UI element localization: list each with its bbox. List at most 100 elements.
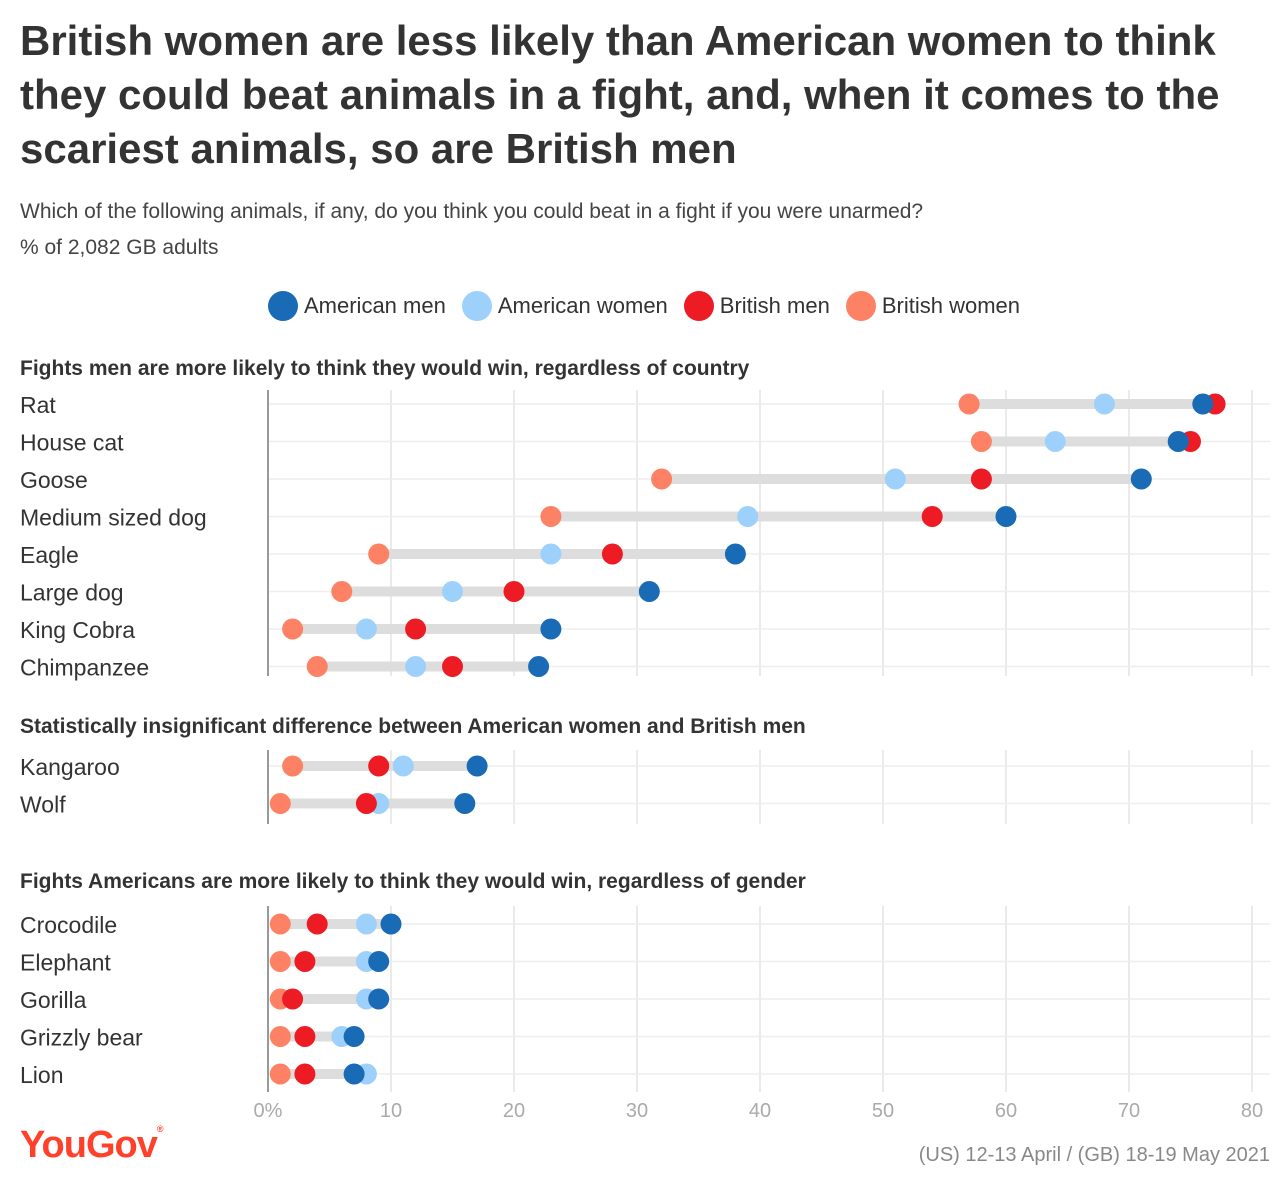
legend-label: American women [497,293,668,318]
legend-label: American men [304,293,446,318]
dot-british-men [355,793,377,814]
row-label: Crocodile [20,912,117,938]
dot-american-men [540,618,562,640]
row-label: Goose [20,467,88,493]
x-tick-label: 20 [503,1100,525,1122]
source-note: (US) 12-13 April / (GB) 18-19 May 2021 [918,1144,1270,1166]
row-label: King Cobra [20,617,135,643]
dot-british-women [306,656,328,677]
dot-american-men [343,1026,365,1047]
dot-american-women [540,543,562,565]
dot-american-men [343,1063,365,1085]
x-tick-label: 40 [749,1100,771,1122]
dot-british-women [651,468,673,490]
legend-item-american-men: American men [268,291,446,321]
legend-swatch-british-men [683,291,714,321]
brand-logo: YouGov® [20,1124,163,1167]
dot-american-women [355,618,377,640]
legend-swatch-american-women [461,291,492,321]
dot-american-men [724,543,746,565]
dot-american-men [466,755,488,777]
chart-subtitle: Which of the following animals, if any, … [20,200,924,223]
x-tick-label: 70 [1118,1100,1140,1122]
dot-american-men [368,951,390,972]
row-label: Wolf [20,792,66,818]
dot-british-men [601,543,623,565]
dot-american-women [737,506,759,527]
brand-name: YouGov [20,1124,158,1166]
row-label: House cat [20,430,124,456]
legend-label: British women [881,293,1020,318]
row-label: Chimpanzee [20,655,149,681]
panel-heading: Fights Americans are more likely to thin… [20,870,806,893]
dot-american-women [392,755,414,777]
dot-british-men [970,468,992,490]
x-tick-label: 10 [380,1100,402,1122]
dot-british-women [282,618,304,640]
dot-british-men [921,506,943,527]
x-tick-label: 0% [254,1100,283,1122]
dot-british-women [269,1026,291,1047]
dot-american-men [528,656,550,677]
dot-american-men [380,913,402,935]
chart-title: British women are less likely than Ameri… [20,17,1220,172]
legend-swatch-british-women [845,291,876,321]
dot-british-men [306,913,328,935]
row-label: Elephant [20,950,111,976]
dot-american-men [995,506,1017,527]
row-label: Lion [20,1062,63,1088]
row-label: Kangaroo [20,754,120,780]
row-label: Medium sized dog [20,505,207,531]
dot-british-men [294,1063,316,1085]
dot-american-men [1192,393,1214,415]
row-label: Rat [20,392,56,418]
legend-item-british-men: British men [683,291,830,321]
dot-american-women [442,581,463,602]
dot-british-women [269,913,291,935]
dot-british-women [269,793,291,814]
dot-american-women [1093,393,1115,415]
x-tick-label: 80 [1241,1100,1263,1122]
panel-heading: Fights men are more likely to think they… [20,357,750,380]
dot-british-women [368,543,390,565]
dot-british-men [282,988,304,1010]
sample-note: % of 2,082 GB adults [20,236,219,259]
dot-british-women [282,755,304,777]
dot-british-women [331,581,353,602]
dot-american-women [1044,431,1066,452]
row-label: Eagle [20,542,79,568]
dot-british-women [269,951,291,972]
panel-heading: Statistically insignificant difference b… [20,715,806,738]
legend-item-american-women: American women [461,291,668,321]
dot-british-women [958,393,980,415]
x-tick-label: 50 [872,1100,894,1122]
dot-british-women [269,1063,291,1085]
dot-american-men [1130,468,1152,490]
registered-mark: ® [156,1124,164,1134]
dot-american-women [355,913,377,935]
dot-british-men [405,618,427,640]
dot-british-men [442,656,463,677]
legend-label: British men [719,293,830,318]
row-label: Large dog [20,580,124,606]
dot-american-men [368,988,390,1010]
dot-american-women [405,656,427,677]
dot-british-women [970,431,992,452]
row-label: Gorilla [20,987,87,1013]
dot-british-men [294,951,316,972]
dot-british-women [540,506,562,527]
dot-american-men [454,793,476,814]
dot-american-men [638,581,660,602]
dot-british-men [503,581,525,602]
x-tick-label: 30 [626,1100,648,1122]
dot-american-women [884,468,906,490]
legend-item-british-women: British women [845,291,1020,321]
row-label: Grizzly bear [20,1025,143,1051]
dot-british-men [294,1026,316,1047]
legend-swatch-american-men [268,291,298,321]
x-tick-label: 60 [995,1100,1017,1122]
legend: American men American women British men … [0,286,1288,326]
dot-british-men [368,755,390,777]
dot-american-men [1167,431,1189,452]
